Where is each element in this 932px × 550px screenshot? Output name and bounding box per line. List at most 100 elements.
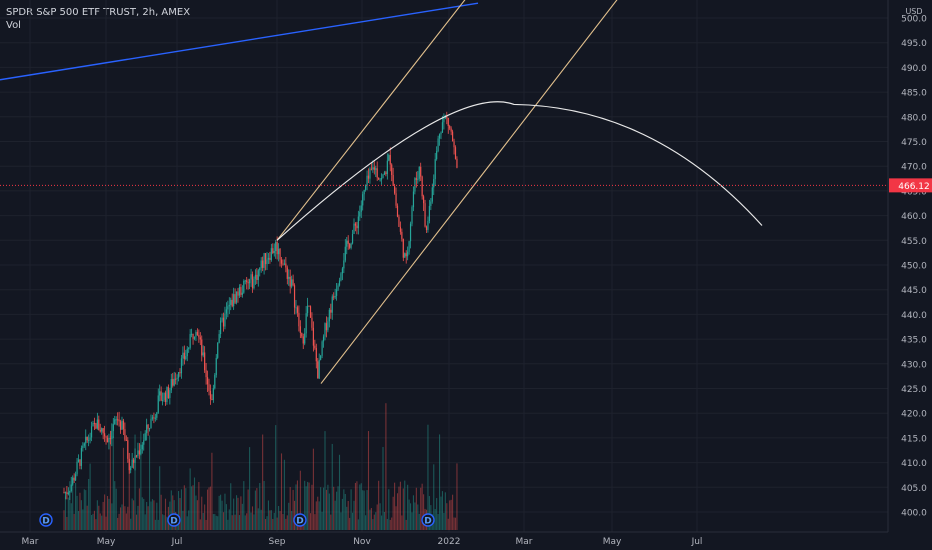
price-tick-label: 415.0 [901, 434, 927, 444]
volume-bar [279, 511, 281, 530]
volume-bar [307, 481, 309, 530]
candle-body [395, 193, 397, 206]
candle-body [283, 263, 285, 265]
candle-body [196, 331, 198, 336]
price-tick-label: 425.0 [901, 385, 927, 395]
volume-bar [265, 519, 267, 530]
candle-body [121, 420, 123, 430]
candle-body [295, 307, 297, 309]
price-tick-label: 420.0 [901, 410, 927, 420]
candle-body [301, 333, 303, 337]
candle-body [76, 461, 78, 475]
candle-body [404, 253, 406, 258]
volume-bar [234, 514, 236, 530]
symbol-title[interactable]: SPDR S&P 500 ETF TRUST, 2h, AMEX [6, 7, 191, 18]
candle-body [222, 317, 225, 327]
candle-body [430, 201, 432, 206]
price-tick-label: 485.0 [901, 89, 927, 99]
candle-body [388, 155, 390, 161]
volume-bar [99, 513, 101, 530]
volume-bar [357, 519, 359, 530]
candle-body [434, 159, 436, 180]
candle-body [353, 223, 355, 235]
volume-bar [389, 519, 391, 530]
volume-bar [359, 484, 361, 530]
volume-bar [456, 463, 458, 530]
candle-body [150, 418, 152, 429]
candle-body [298, 312, 300, 327]
candle-body [259, 267, 261, 271]
candle-body [235, 291, 238, 303]
volume-bar [182, 510, 184, 530]
candle-body [141, 444, 143, 450]
candle-body [227, 306, 229, 310]
time-axis[interactable]: Mar May Jul Sep Nov 2022 Mar May Jul [0, 531, 932, 550]
volume-bar [421, 483, 423, 530]
price-axis[interactable]: USD 400.0 405.0 410.0 415.0 420.0 425.0 430.0 43… [887, 0, 932, 550]
volume-bar [163, 515, 165, 530]
candle-body [289, 276, 291, 287]
volume-bar [254, 490, 256, 530]
volume-bar [311, 484, 313, 530]
candle-body [167, 387, 169, 399]
volume-bar [382, 446, 384, 530]
candle-body [241, 292, 243, 295]
volume-bar [179, 498, 181, 530]
volume-bar [312, 448, 314, 530]
parabolic-arc [276, 101, 763, 241]
dividend-marker-label: D [296, 517, 303, 527]
candle-body [182, 352, 184, 359]
volume-bar [249, 447, 251, 530]
candle-body [428, 205, 430, 221]
volume-bar [256, 488, 258, 530]
volume-bar [240, 496, 242, 530]
volume-bar [383, 511, 385, 530]
volume-bar [106, 495, 109, 530]
volume-bar [211, 452, 213, 530]
candle-body [383, 172, 386, 175]
volume-bar [423, 494, 425, 530]
volume-bar [159, 466, 161, 530]
candle-body [77, 459, 80, 462]
candle-body [206, 377, 209, 385]
candle-body [366, 175, 368, 186]
currency-label: USD [905, 7, 922, 16]
volume-bar [253, 514, 255, 530]
volume-bar [266, 516, 268, 530]
volume-bar [95, 519, 97, 530]
volume-bar [170, 490, 172, 530]
candle-body [173, 378, 175, 386]
volume-bar [93, 510, 95, 530]
candle-body [325, 323, 328, 331]
candle-body [217, 342, 219, 358]
candle-body [130, 467, 132, 471]
volume-bar [157, 519, 159, 530]
candle-body [304, 333, 306, 344]
volume-bar [238, 515, 240, 530]
volume-bar [225, 504, 227, 530]
volume-bar [224, 493, 226, 530]
candle-body [148, 428, 151, 430]
volume-bar [228, 509, 230, 530]
volume-bar [411, 512, 413, 530]
candle-body [308, 305, 310, 307]
volume-bar [204, 504, 206, 530]
candle-body [230, 299, 232, 305]
candle-body [172, 379, 174, 386]
candle-body [273, 251, 275, 254]
candle-body [411, 207, 413, 224]
candle-body [391, 164, 393, 176]
candle-body [424, 203, 426, 227]
volume-bar [207, 489, 209, 530]
price-tick-label: 430.0 [901, 360, 927, 370]
volume-bar [443, 512, 445, 530]
volume-bar [140, 431, 142, 530]
volume-bar [98, 505, 100, 530]
volume-bar [233, 498, 235, 530]
price-tick-label: 475.0 [901, 138, 927, 148]
volume-bar [72, 480, 74, 530]
volume-bar [272, 518, 274, 530]
candle-body [214, 374, 216, 389]
